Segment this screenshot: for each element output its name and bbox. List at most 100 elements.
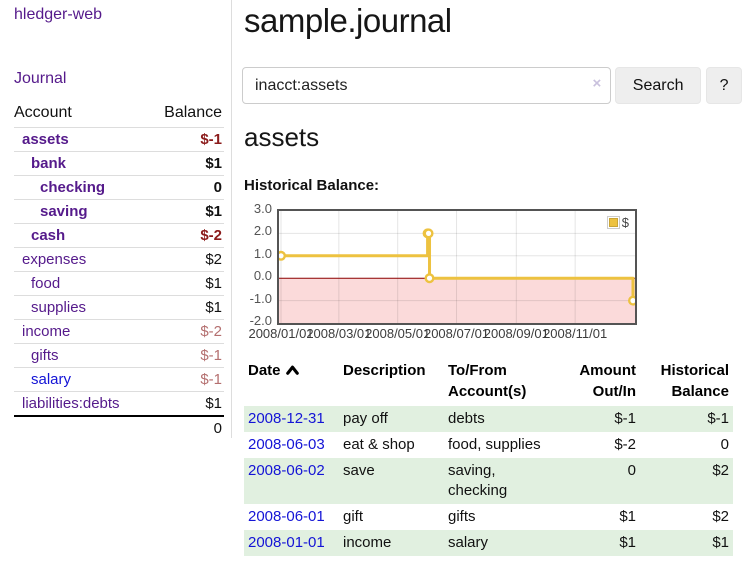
transaction-balance-cell: 0: [720, 436, 729, 453]
transaction-date-link[interactable]: 2008-12-31: [248, 410, 325, 427]
transaction-date-cell: 2008-01-01: [244, 530, 339, 556]
transaction-row: 2008-06-03 eat & shop food, supplies $-2 0: [244, 432, 733, 458]
account-link[interactable]: cash: [31, 226, 66, 244]
legend-swatch-box: [606, 216, 620, 229]
accounts-total-row: 0: [14, 415, 224, 440]
register-header-amount: Amount Out/In: [579, 362, 636, 400]
x-axis-tick-label: 2008/01/01: [248, 326, 314, 341]
account-balance: $-1: [154, 343, 224, 368]
account-link[interactable]: expenses: [22, 250, 87, 268]
help-button[interactable]: ?: [706, 67, 742, 104]
transaction-date-link[interactable]: 2008-06-03: [248, 436, 325, 453]
transaction-date-link[interactable]: 2008-06-02: [248, 462, 325, 479]
account-row: income $-2: [14, 319, 224, 344]
accounts-table: Account Balance assets $-1 bank $1 checking 0…: [14, 102, 224, 440]
transaction-description-cell: pay off: [343, 410, 388, 427]
x-axis-tick-label: 2008/03/01: [306, 326, 372, 341]
transaction-date-cell: 2008-06-01: [244, 504, 339, 530]
clear-search-icon[interactable]: ×: [592, 75, 602, 92]
account-row: expenses $2: [14, 247, 224, 272]
account-link[interactable]: assets: [22, 130, 69, 148]
account-link[interactable]: bank: [31, 154, 67, 172]
transaction-balance-cell: $-1: [707, 410, 729, 427]
account-balance: 0: [154, 175, 224, 200]
register-table: Date Description To/From Account(s) Amou…: [244, 358, 733, 556]
balance-chart: $ 3.0 2.0 1.0 0.0 -1.0 -2.0 2008/01/01 2008/03/…: [244, 201, 742, 344]
transaction-balance-cell: $1: [712, 534, 729, 551]
register-header-balance: Historical Balance: [660, 362, 729, 400]
transaction-amount-cell: $1: [619, 508, 636, 525]
transaction-date-cell: 2008-06-03: [244, 432, 339, 458]
y-axis-tick-label: 0.0: [253, 268, 272, 284]
account-link[interactable]: checking: [40, 178, 106, 196]
sidebar: hledger-web Journal Account Balance asse…: [0, 0, 232, 440]
y-axis-tick-label: 1.0: [253, 245, 272, 261]
transaction-description-cell: gift: [343, 508, 364, 525]
account-row: food $1: [14, 271, 224, 296]
account-link[interactable]: income: [22, 322, 71, 340]
x-axis-tick-label: 2008/07/01: [423, 326, 490, 341]
account-balance: $1: [154, 151, 224, 176]
transaction-accounts-cell: debts: [448, 410, 485, 427]
account-balance: $2: [154, 247, 224, 272]
transaction-accounts-cell: salary: [448, 534, 489, 551]
y-axis-tick-label: -2.0: [249, 313, 272, 328]
transaction-balance-cell: $2: [712, 508, 729, 525]
transaction-accounts-cell: saving, checking: [448, 462, 508, 499]
account-balance: $-1: [154, 367, 224, 392]
register-header-date[interactable]: Date: [244, 358, 339, 406]
register-header-row: Date Description To/From Account(s) Amou…: [244, 358, 733, 406]
x-axis-tick-label: 2008/05/01: [365, 326, 431, 341]
x-axis-tick-label: 2008/09/01: [483, 326, 549, 341]
account-balance: $-2: [154, 223, 224, 248]
transaction-accounts-cell: gifts: [448, 508, 476, 525]
account-link[interactable]: salary: [31, 370, 72, 388]
accounts-header-balance: Balance: [164, 104, 222, 121]
account-balance: $-1: [154, 127, 224, 152]
account-row: assets $-1: [14, 127, 224, 152]
y-axis-tick-label: 2.0: [253, 223, 272, 239]
page-title: sample.journal: [244, 2, 452, 39]
account-link[interactable]: food: [31, 274, 61, 292]
account-balance: $1: [154, 391, 224, 416]
transaction-amount-cell: $-2: [614, 436, 636, 453]
account-link[interactable]: supplies: [31, 298, 87, 316]
transaction-amount-cell: 0: [627, 462, 636, 479]
x-axis-tick-label: 2008/11/01: [543, 326, 608, 341]
app-title: hledger-web: [14, 6, 231, 24]
transaction-description-cell: income: [343, 534, 392, 551]
transaction-row: 2008-12-31 pay off debts $-1 $-1: [244, 406, 733, 432]
transaction-date-cell: 2008-12-31: [244, 406, 339, 432]
chart-title: Historical Balance:: [244, 177, 380, 194]
search-input[interactable]: [242, 67, 612, 104]
legend-swatch: [608, 218, 618, 227]
chart-plot-area: $: [277, 209, 637, 325]
accounts-total-balance: 0: [154, 415, 224, 440]
register-header-accounts: To/From Account(s): [448, 362, 527, 400]
account-row: saving $1: [14, 199, 224, 224]
transaction-amount-cell: $1: [619, 534, 636, 551]
app-title-link[interactable]: hledger-web: [14, 6, 103, 23]
chart-canvas: [279, 211, 635, 323]
transaction-date-link[interactable]: 2008-01-01: [248, 534, 325, 551]
transaction-row: 2008-06-01 gift gifts $1 $2: [244, 504, 733, 530]
account-balance: $1: [154, 271, 224, 296]
transaction-amount-cell: $-1: [614, 410, 636, 427]
sidebar-nav: Journal: [14, 70, 231, 88]
nav-journal-link[interactable]: Journal: [14, 70, 67, 87]
legend-label: $: [621, 215, 629, 230]
account-row: checking 0: [14, 175, 224, 200]
account-row: cash $-2: [14, 223, 224, 248]
account-link[interactable]: liabilities:debts: [22, 394, 120, 412]
search-button[interactable]: Search: [615, 67, 702, 104]
transaction-row: 2008-01-01 income salary $1 $1: [244, 530, 733, 556]
sort-asc-icon: [285, 365, 299, 375]
transaction-row: 2008-06-02 save saving, checking 0 $2: [244, 458, 733, 504]
chart-legend: $: [604, 214, 631, 231]
transaction-date-link[interactable]: 2008-06-01: [248, 508, 325, 525]
account-balance: $1: [154, 295, 224, 320]
account-link[interactable]: saving: [40, 202, 88, 220]
account-link[interactable]: gifts: [31, 346, 59, 364]
account-heading: assets: [244, 122, 320, 152]
main-content: sample.journal × Search ? assets Histori…: [242, 0, 742, 582]
